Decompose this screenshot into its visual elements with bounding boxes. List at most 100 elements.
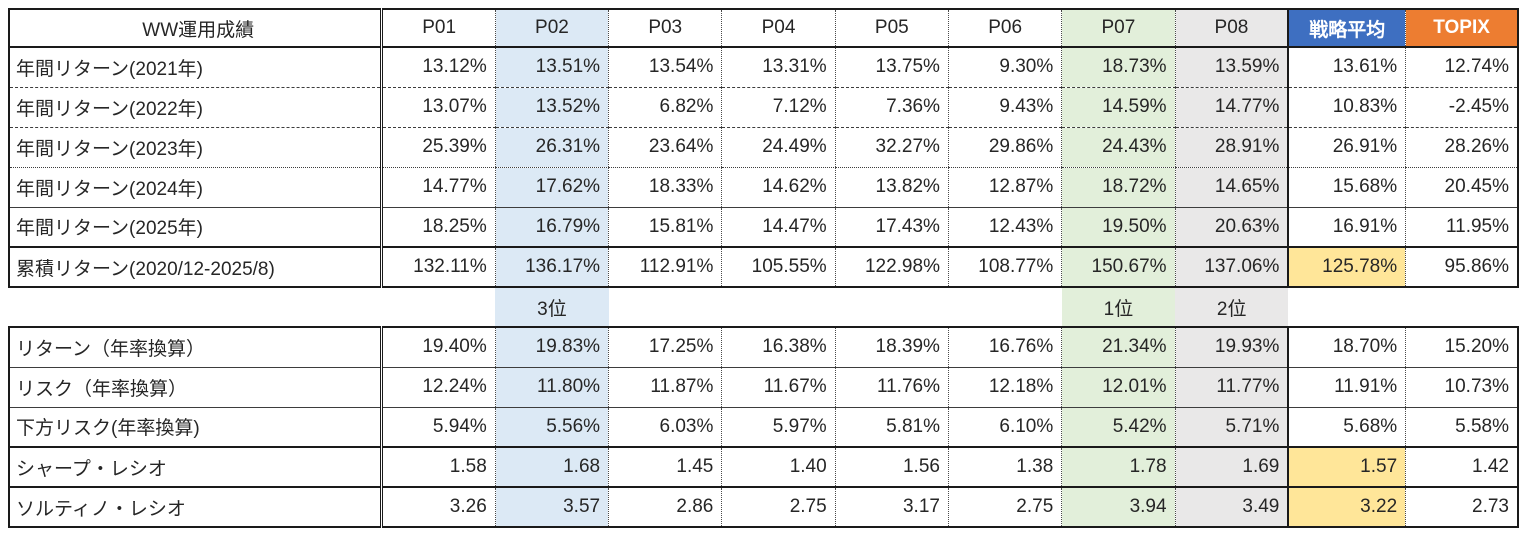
table-cell: 26.31% bbox=[494, 127, 609, 168]
rank-badge-p08: 2位 bbox=[1175, 287, 1289, 327]
table-cell: 10.73% bbox=[1405, 367, 1520, 408]
table-cell: 3.22 bbox=[1287, 487, 1406, 528]
rank-empty-cell bbox=[609, 287, 722, 327]
table-cell: 3.26 bbox=[380, 487, 496, 528]
rank-empty-cell bbox=[1288, 287, 1405, 327]
table-cell: 26.91% bbox=[1287, 127, 1406, 168]
table-cell: 3.94 bbox=[1061, 487, 1176, 528]
row-label: 年間リターン(2024年) bbox=[8, 167, 382, 208]
table-cell: 11.87% bbox=[608, 367, 722, 408]
row-label: 下方リスク(年率換算) bbox=[8, 407, 382, 448]
row-label: 年間リターン(2021年) bbox=[8, 47, 382, 88]
table-cell: 19.40% bbox=[380, 326, 496, 368]
table-cell: 1.40 bbox=[721, 447, 836, 488]
table-cell: 12.24% bbox=[380, 367, 496, 408]
header-row: WW運用成績 P01 P02 P03 P04 P05 P06 P07 P08 戦略平均 TOPIX bbox=[8, 8, 1520, 48]
table-cell: 1.57 bbox=[1287, 447, 1406, 488]
table-cell: 7.36% bbox=[834, 87, 949, 128]
table-cell: 11.67% bbox=[721, 367, 836, 408]
table-cell: 13.59% bbox=[1174, 47, 1289, 88]
table-cell: 3.57 bbox=[494, 487, 609, 528]
table-cell: 112.91% bbox=[608, 247, 722, 288]
table-cell: 5.68% bbox=[1287, 407, 1406, 448]
table-cell: 15.20% bbox=[1405, 326, 1520, 368]
rank-empty-cell bbox=[722, 287, 835, 327]
column-header-p08: P08 bbox=[1174, 8, 1289, 48]
table-cell: 13.31% bbox=[721, 47, 836, 88]
table-cell: 3.49 bbox=[1174, 487, 1289, 528]
row-label: 年間リターン(2023年) bbox=[8, 127, 382, 168]
table-cell: 9.43% bbox=[947, 87, 1062, 128]
table-cell: 1.69 bbox=[1174, 447, 1289, 488]
table-cell: 5.56% bbox=[494, 407, 609, 448]
table-cell: 2.86 bbox=[608, 487, 722, 528]
table-cell: 122.98% bbox=[834, 247, 949, 288]
row-label: シャープ・レシオ bbox=[8, 447, 382, 488]
row-label: 年間リターン(2022年) bbox=[8, 87, 382, 128]
table-body: WW運用成績 P01 P02 P03 P04 P05 P06 P07 P08 戦略平均 TOPIX 年… bbox=[8, 8, 1520, 528]
row-label: 年間リターン(2025年) bbox=[8, 207, 382, 248]
annual-return-row: 年間リターン(2024年) 14.77% 17.62% 18.33% 14.62% 13.… bbox=[8, 167, 1520, 208]
table-cell: 13.52% bbox=[494, 87, 609, 128]
rank-empty-cell bbox=[948, 287, 1061, 327]
column-header-p06: P06 bbox=[947, 8, 1062, 48]
row-label: 累積リターン(2020/12-2025/8) bbox=[8, 247, 382, 288]
table-cell: 21.34% bbox=[1061, 326, 1176, 368]
table-cell: 14.77% bbox=[1174, 87, 1289, 128]
table-cell: 11.77% bbox=[1174, 367, 1289, 408]
table-cell: -2.45% bbox=[1405, 87, 1520, 128]
stats-row: リスク（年率換算） 12.24% 11.80% 11.87% 11.67% 11.76% 1… bbox=[8, 367, 1520, 408]
table-cell: 28.91% bbox=[1174, 127, 1289, 168]
table-cell: 18.39% bbox=[834, 326, 949, 368]
table-cell: 14.62% bbox=[721, 167, 836, 208]
table-cell: 6.03% bbox=[608, 407, 722, 448]
table-cell: 13.51% bbox=[494, 47, 609, 88]
table-cell: 12.74% bbox=[1405, 47, 1520, 88]
table-cell: 16.38% bbox=[721, 326, 836, 368]
table-cell: 12.43% bbox=[947, 207, 1062, 248]
table-cell: 11.76% bbox=[834, 367, 949, 408]
table-cell: 28.26% bbox=[1405, 127, 1520, 168]
table-cell: 125.78% bbox=[1287, 247, 1406, 288]
table-cell: 17.43% bbox=[834, 207, 949, 248]
table-cell: 24.43% bbox=[1061, 127, 1176, 168]
rank-row: 3位 1位 2位 bbox=[9, 287, 1518, 327]
column-header-p05: P05 bbox=[834, 8, 949, 48]
table-cell: 13.61% bbox=[1287, 47, 1406, 88]
cumulative-return-row: 累積リターン(2020/12-2025/8) 132.11% 136.17% 112.… bbox=[8, 247, 1520, 288]
table-cell: 3.17 bbox=[834, 487, 949, 528]
table-cell: 137.06% bbox=[1174, 247, 1289, 288]
table-cell: 18.72% bbox=[1061, 167, 1176, 208]
table-cell: 18.73% bbox=[1061, 47, 1176, 88]
table-cell: 15.68% bbox=[1287, 167, 1406, 208]
annual-return-row: 年間リターン(2021年) 13.12% 13.51% 13.54% 13.31% 13.… bbox=[8, 47, 1520, 88]
table-cell: 2.75 bbox=[947, 487, 1062, 528]
table-title: WW運用成績 bbox=[8, 8, 382, 48]
table-cell: 14.77% bbox=[380, 167, 496, 208]
table-cell: 105.55% bbox=[721, 247, 836, 288]
table-cell: 5.58% bbox=[1405, 407, 1520, 448]
table-cell: 18.25% bbox=[380, 207, 496, 248]
rank-badge-p02: 3位 bbox=[495, 287, 609, 327]
table-cell: 14.65% bbox=[1174, 167, 1289, 208]
table-cell: 1.78 bbox=[1061, 447, 1176, 488]
table-cell: 19.93% bbox=[1174, 326, 1289, 368]
table-cell: 20.45% bbox=[1405, 167, 1520, 208]
table-cell: 13.75% bbox=[834, 47, 949, 88]
table-cell: 13.82% bbox=[834, 167, 949, 208]
rank-spacer bbox=[9, 287, 382, 327]
table-cell: 5.97% bbox=[721, 407, 836, 448]
table-cell: 5.94% bbox=[380, 407, 496, 448]
table-cell: 15.81% bbox=[608, 207, 722, 248]
table-cell: 16.91% bbox=[1287, 207, 1406, 248]
table-cell: 23.64% bbox=[608, 127, 722, 168]
table-cell: 29.86% bbox=[947, 127, 1062, 168]
column-header-p02: P02 bbox=[494, 8, 609, 48]
table-cell: 108.77% bbox=[947, 247, 1062, 288]
annual-return-row: 年間リターン(2022年) 13.07% 13.52% 6.82% 7.12% 7.36%… bbox=[8, 87, 1520, 128]
performance-table: WW運用成績 P01 P02 P03 P04 P05 P06 P07 P08 戦略平均 TOPIX 年… bbox=[8, 8, 1520, 528]
table-cell: 1.56 bbox=[834, 447, 949, 488]
annual-return-row: 年間リターン(2025年) 18.25% 16.79% 15.81% 14.47% 17.… bbox=[8, 207, 1520, 248]
table-cell: 150.67% bbox=[1061, 247, 1176, 288]
table-cell: 1.58 bbox=[380, 447, 496, 488]
